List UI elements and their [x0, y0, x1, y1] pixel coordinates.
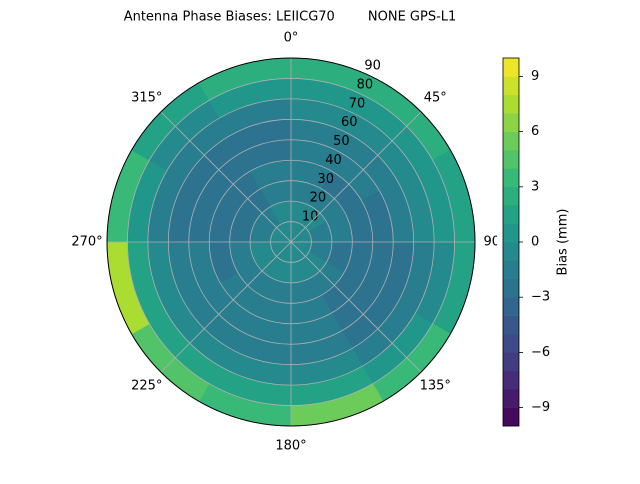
polar-grid: 1020304050607080900°45°90°135°180°225°27…	[71, 31, 506, 454]
theta-tick-label: 270°	[71, 235, 102, 250]
colorbar-tick-label: 9	[531, 69, 539, 84]
colorbar-band	[503, 150, 519, 169]
colorbar-band	[503, 352, 519, 372]
colorbar-tick-label: −9	[531, 400, 550, 415]
theta-grid-line	[290, 111, 422, 243]
r-tick-label: 30	[317, 172, 334, 187]
r-tick-label: 50	[333, 134, 350, 149]
colorbar-band	[503, 113, 519, 132]
theta-tick-label: 315°	[131, 90, 162, 105]
r-tick-label: 80	[357, 77, 374, 92]
theta-tick-label: 225°	[131, 379, 162, 394]
colorbar-tick-label: −3	[531, 290, 550, 305]
theta-tick-label: 180°	[275, 439, 306, 454]
colorbar-band	[503, 370, 519, 390]
r-tick-label: 90	[364, 59, 381, 74]
colorbar-band	[503, 278, 519, 298]
colorbar-band	[503, 389, 519, 408]
colorbar-band	[503, 407, 519, 427]
chart-title: Antenna Phase Biases: LEIICG70 NONE GPS-…	[124, 10, 457, 25]
colorbar-tick-label: 6	[531, 124, 539, 139]
theta-tick-label: 0°	[284, 31, 299, 46]
theta-grid-line	[160, 241, 292, 373]
colorbar-band	[503, 297, 519, 316]
colorbar-band	[503, 58, 519, 77]
r-tick-label: 40	[325, 153, 342, 168]
colorbar-band	[503, 315, 519, 335]
colorbar-band	[503, 242, 519, 261]
r-tick-label: 70	[349, 96, 366, 111]
colorbar-band	[503, 186, 519, 206]
colorbar-tick-label: −6	[531, 345, 550, 360]
theta-grid-line	[290, 241, 422, 373]
colorbar-band	[503, 334, 519, 353]
theta-grid-line	[160, 111, 292, 243]
colorbar-label: Bias (mm)	[556, 209, 571, 276]
theta-tick-label: 45°	[424, 90, 447, 105]
r-tick-label: 10	[302, 210, 319, 225]
colorbar-band	[503, 205, 519, 224]
theta-tick-label: 135°	[420, 379, 451, 394]
colorbar-band	[503, 131, 519, 151]
colorbar-tick-label: 3	[531, 179, 539, 194]
polar-frame	[106, 57, 476, 427]
colorbar-band	[503, 168, 519, 188]
colorbar-band	[503, 76, 519, 96]
r-tick-label: 60	[341, 115, 358, 130]
colorbar-tick-label: 0	[531, 235, 539, 250]
colorbar-band	[503, 223, 519, 243]
colorbar-band	[503, 260, 519, 280]
colorbar: −9 −6 −3 0 3 6 9	[497, 56, 550, 428]
r-tick-label: 20	[310, 191, 327, 206]
colorbar-band	[503, 94, 519, 114]
